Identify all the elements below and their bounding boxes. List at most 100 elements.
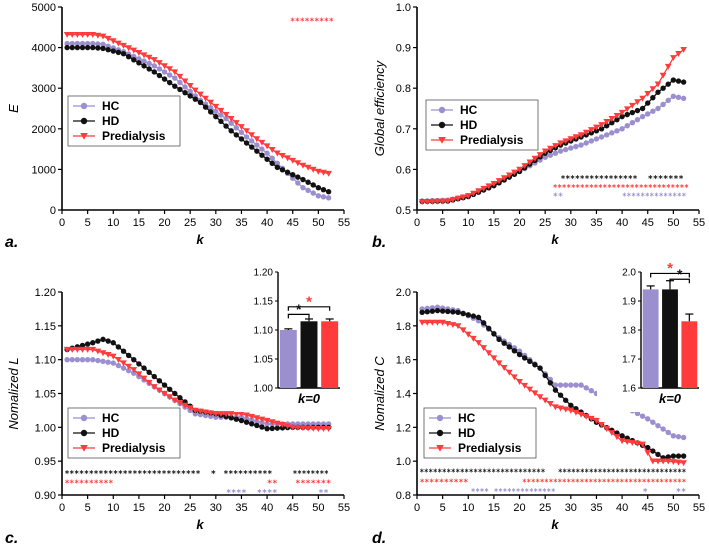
data-point-predialysis xyxy=(495,178,503,185)
inset-y-tick-label: 1.10 xyxy=(254,326,274,337)
data-point-hc xyxy=(249,138,255,144)
data-point-hd xyxy=(69,44,75,51)
data-point-hd xyxy=(424,309,430,315)
data-point-predialysis xyxy=(475,188,482,195)
legend-label-hc: HC xyxy=(102,411,120,425)
data-point-predialysis xyxy=(531,390,539,397)
data-point-hd xyxy=(146,66,152,72)
panel-c: 0 5 10 15 20 25 30 35 40 45 50 550.900.951.001.051.… xyxy=(5,260,350,547)
data-point-hc xyxy=(64,356,70,363)
data-point-predialysis xyxy=(89,31,97,38)
data-point-predialysis xyxy=(315,168,322,175)
data-point-hc xyxy=(90,356,96,363)
data-point-hc xyxy=(557,148,564,154)
data-point-hc xyxy=(95,41,101,47)
data-point-predialysis xyxy=(156,60,163,67)
data-point-predialysis xyxy=(464,193,472,200)
data-point-predialysis xyxy=(675,459,682,466)
data-point-hc xyxy=(670,433,677,439)
data-point-hc xyxy=(552,382,559,388)
data-point-hd xyxy=(197,99,204,106)
data-point-predialysis xyxy=(325,170,332,177)
data-point-predialysis xyxy=(649,458,657,465)
data-point-predialysis xyxy=(202,409,209,416)
data-point-predialysis xyxy=(588,415,595,422)
y-tick-label: 2.0 xyxy=(396,287,411,299)
data-point-hd xyxy=(455,309,461,315)
x-tick-label: 20 xyxy=(158,217,170,229)
data-point-predialysis xyxy=(644,450,652,457)
y-tick-label: 0.6 xyxy=(396,164,411,176)
y-tick-label: 0.5 xyxy=(396,205,411,217)
x-tick-label: 25 xyxy=(184,217,196,229)
data-point-hc xyxy=(64,40,70,47)
data-point-predialysis xyxy=(603,119,611,125)
data-point-predialysis xyxy=(511,374,518,381)
data-point-predialysis xyxy=(243,128,250,135)
data-point-predialysis xyxy=(618,109,626,116)
data-point-predialysis xyxy=(639,441,646,448)
data-point-hc xyxy=(254,418,260,424)
data-point-predialysis xyxy=(125,45,132,52)
significance-stars: ************** xyxy=(622,192,686,202)
data-point-hc xyxy=(100,41,106,48)
x-tick-label: 10 xyxy=(107,502,119,514)
data-point-predialysis xyxy=(181,78,189,85)
data-point-predialysis xyxy=(485,350,493,357)
data-point-hd xyxy=(465,312,471,318)
data-point-predialysis xyxy=(109,353,117,360)
data-point-predialysis xyxy=(490,355,498,362)
data-point-hd xyxy=(136,60,142,66)
data-point-predialysis xyxy=(572,409,580,416)
significance-stars: **************** xyxy=(561,174,638,184)
data-point-predialysis xyxy=(207,410,214,417)
data-point-hd xyxy=(557,392,564,398)
significance-stars: ********** xyxy=(224,469,273,479)
data-point-hd xyxy=(213,113,219,120)
data-point-hd xyxy=(655,451,661,458)
data-point-hc xyxy=(578,382,584,388)
data-point-hd xyxy=(228,128,234,134)
data-point-hc xyxy=(100,358,106,365)
data-point-predialysis xyxy=(161,390,168,397)
y-tick-label: 0.9 xyxy=(396,43,411,55)
data-point-hc xyxy=(578,142,584,148)
data-point-hd xyxy=(562,397,569,403)
data-point-predialysis xyxy=(222,411,230,418)
data-point-predialysis xyxy=(227,411,235,418)
data-point-hd xyxy=(429,308,436,314)
y-tick-label: 1.2 xyxy=(396,422,411,434)
data-point-predialysis xyxy=(444,198,452,205)
data-point-predialysis xyxy=(104,35,112,42)
data-point-hd xyxy=(146,369,152,376)
data-point-predialysis xyxy=(171,397,179,404)
y-tick-label: 1000 xyxy=(32,164,56,176)
panel-d: 0 5 10 15 20 25 30 35 40 45 50 55 0.8 1.0 1.2 1.4 1.6 1.8… xyxy=(372,260,705,547)
data-point-predialysis xyxy=(176,400,184,407)
data-point-hd xyxy=(279,167,286,173)
y-tick-label: 0.95 xyxy=(35,456,56,468)
x-tick-label: 45 xyxy=(287,502,299,514)
data-point-predialysis xyxy=(547,401,554,407)
data-point-hc xyxy=(243,134,250,140)
data-point-predialysis xyxy=(150,384,158,391)
data-point-hd xyxy=(151,373,157,380)
x-tick-label: 5 xyxy=(440,217,446,229)
legend-label-hc: HC xyxy=(102,99,120,113)
data-point-predialysis xyxy=(490,180,498,187)
data-point-hd xyxy=(151,69,157,75)
data-point-hd xyxy=(177,395,183,401)
x-tick-label: 55 xyxy=(338,217,350,229)
data-point-predialysis xyxy=(299,162,307,169)
data-point-hd xyxy=(501,340,507,346)
data-point-hd xyxy=(207,109,214,115)
data-point-hc xyxy=(69,356,75,363)
x-tick-label: 35 xyxy=(590,502,602,514)
data-point-predialysis xyxy=(654,458,662,465)
x-tick-label: 40 xyxy=(261,217,273,229)
data-point-predialysis xyxy=(480,345,487,352)
data-point-predialysis xyxy=(309,166,317,173)
inset-x-label: k=0 xyxy=(659,391,682,406)
